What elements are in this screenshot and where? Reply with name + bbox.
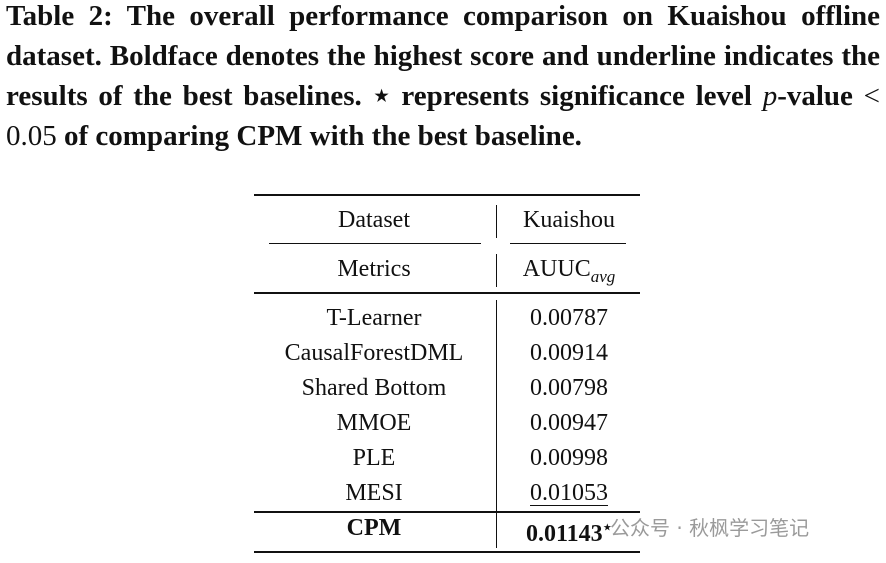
- row-value: 0.01143⋆: [498, 511, 640, 547]
- header-cell: AUUCavg: [498, 252, 640, 286]
- caption-text: represents significance level: [390, 80, 763, 112]
- column-divider: [496, 205, 497, 238]
- caption-text: of comparing CPM with the best baseline.: [56, 120, 582, 152]
- cmidrule: [269, 243, 481, 244]
- watermark: 公众号 · 秋枫学习笔记: [610, 516, 810, 540]
- value-text: 0.00914: [530, 340, 608, 366]
- caption-star: ⋆: [372, 80, 391, 112]
- row-value: 0.00947: [498, 406, 640, 440]
- row-value: 0.00787: [498, 301, 640, 335]
- column-divider: [496, 254, 497, 287]
- row-label: T-Learner: [326, 305, 422, 331]
- row-value: 0.00998: [498, 441, 640, 475]
- row-value: 0.00914: [498, 336, 640, 370]
- header-cell: Metrics: [337, 256, 411, 282]
- top-rule: [254, 194, 640, 196]
- caption-p: p: [762, 80, 778, 112]
- value-text: 0.01143: [525, 521, 603, 547]
- mid-rule: [254, 511, 640, 513]
- value-text: 0.00798: [530, 375, 608, 401]
- header-cell: Dataset: [338, 207, 410, 233]
- row-label: PLE: [352, 445, 396, 471]
- caption-math: < 0.05: [6, 80, 881, 152]
- value-text: 0.01053: [530, 480, 608, 506]
- cmidrule: [510, 243, 626, 244]
- metric-subscript: avg: [590, 267, 616, 286]
- row-value: 0.00798: [498, 371, 640, 405]
- caption-text: Table 2: The overall performance compari…: [6, 0, 880, 112]
- value-text: 0.00787: [530, 305, 608, 331]
- row-value: 0.01053: [498, 476, 640, 510]
- header-cell: Kuaishou: [523, 207, 615, 233]
- value-text: 0.00998: [530, 445, 608, 471]
- caption-text: -value: [777, 80, 864, 112]
- significance-mark: ⋆: [602, 520, 613, 536]
- column-divider: [496, 300, 497, 548]
- mid-rule: [254, 292, 640, 294]
- row-label: CPM: [346, 515, 402, 541]
- row-label: MESI: [345, 480, 403, 506]
- value-text: 0.00947: [530, 410, 608, 436]
- metric-name: AUUC: [522, 256, 591, 282]
- row-label: MMOE: [336, 410, 412, 436]
- row-label: CausalForestDML: [284, 340, 464, 366]
- caption: Table 2: The overall performance compari…: [6, 0, 880, 156]
- bottom-rule: [254, 551, 640, 553]
- row-label: Shared Bottom: [301, 375, 447, 401]
